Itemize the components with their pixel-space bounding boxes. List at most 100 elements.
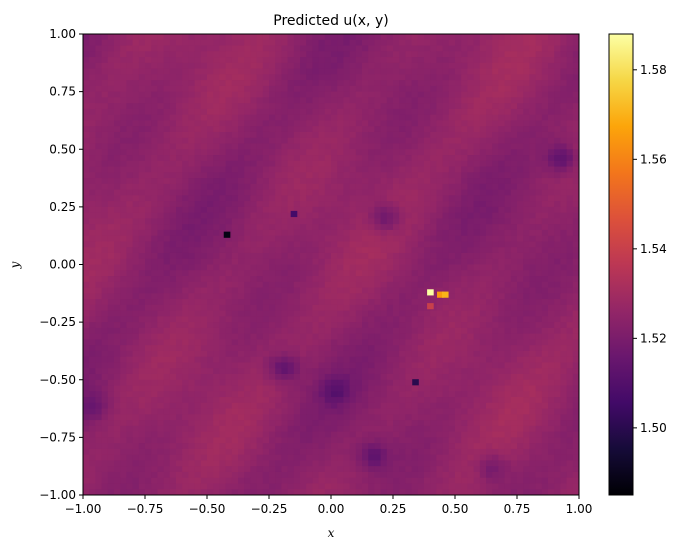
heatmap-cell: [479, 258, 487, 265]
heatmap-cell: [374, 137, 381, 144]
heatmap-cell: [163, 155, 171, 162]
heatmap-cell: [262, 316, 270, 323]
heatmap-cell: [343, 229, 350, 237]
heatmap-cell: [126, 252, 133, 260]
heatmap-cell: [473, 74, 481, 81]
heatmap-cell: [262, 120, 270, 127]
heatmap-cell: [529, 241, 536, 248]
heatmap-cell: [448, 183, 456, 190]
heatmap-cell: [442, 281, 450, 288]
heatmap-cell: [535, 160, 543, 167]
heatmap-cell: [386, 339, 394, 346]
heatmap-cell: [479, 114, 487, 121]
heatmap-cell: [529, 229, 536, 237]
heatmap-cell: [275, 235, 282, 242]
heatmap-cell: [157, 183, 164, 190]
heatmap-cell: [256, 333, 264, 340]
heatmap-cell: [244, 270, 251, 277]
heatmap-cell: [343, 356, 350, 363]
heatmap-cell: [331, 120, 338, 127]
heatmap-cell: [262, 229, 270, 237]
heatmap-cell: [331, 195, 338, 202]
heatmap-cell: [231, 287, 239, 294]
heatmap-cell: [256, 252, 264, 260]
heatmap-cell: [572, 252, 580, 260]
heatmap-cell: [300, 103, 307, 110]
heatmap-cell: [151, 57, 158, 64]
heatmap-cell: [523, 39, 530, 46]
heatmap-cell: [169, 287, 177, 294]
heatmap-cell: [207, 264, 214, 271]
heatmap-cell: [287, 264, 295, 271]
heatmap-cell: [293, 74, 301, 81]
heatmap-cell: [250, 276, 257, 283]
heatmap-cell: [399, 299, 406, 306]
heatmap-cell: [83, 391, 90, 398]
heatmap-cell: [554, 45, 561, 52]
heatmap-cell: [430, 316, 437, 323]
heatmap-cell: [517, 276, 524, 283]
heatmap-cell: [386, 51, 394, 58]
heatmap-cell: [231, 131, 239, 139]
heatmap-cell: [300, 172, 307, 179]
heatmap-cell: [510, 345, 518, 352]
heatmap-cell: [411, 166, 419, 173]
heatmap-cell: [411, 201, 419, 208]
heatmap-cell: [318, 247, 326, 254]
heatmap-cell: [194, 258, 202, 265]
heatmap-cell: [207, 362, 214, 369]
heatmap-cell: [510, 241, 518, 248]
heatmap-cell: [219, 218, 226, 225]
heatmap-cell: [287, 68, 295, 75]
heatmap-cell: [145, 391, 152, 398]
heatmap-cell: [275, 126, 282, 133]
heatmap-cell: [169, 270, 177, 277]
heatmap-cell: [132, 212, 140, 219]
heatmap-cell: [368, 62, 375, 69]
heatmap-cell: [169, 281, 177, 288]
heatmap-cell: [510, 126, 518, 133]
heatmap-cell: [244, 85, 251, 93]
heatmap-cell: [238, 373, 245, 381]
heatmap-cell: [393, 51, 400, 58]
heatmap-cell: [548, 57, 555, 64]
heatmap-cell: [194, 310, 202, 317]
heatmap-cell: [566, 276, 574, 283]
heatmap-cell: [455, 51, 462, 58]
heatmap-cell: [238, 368, 245, 375]
heatmap-cell: [318, 356, 326, 363]
heatmap-cell: [114, 373, 121, 381]
heatmap-cell: [225, 114, 233, 121]
heatmap-cell: [101, 379, 109, 386]
heatmap-cell: [256, 137, 264, 144]
heatmap-cell: [89, 316, 96, 323]
heatmap-cell: [256, 34, 264, 41]
heatmap-cell: [306, 131, 313, 139]
heatmap-cell: [566, 345, 574, 352]
heatmap-cell: [331, 235, 338, 242]
heatmap-cell: [424, 356, 431, 363]
heatmap-cell: [219, 39, 226, 46]
heatmap-cell: [479, 322, 487, 329]
heatmap-cell: [362, 68, 369, 75]
heatmap-cell: [479, 172, 487, 179]
heatmap-cell: [331, 264, 338, 271]
heatmap-cell: [368, 57, 375, 64]
heatmap-cell: [238, 327, 245, 335]
heatmap-cell: [300, 264, 307, 271]
heatmap-cell: [132, 80, 140, 87]
heatmap-cell: [262, 281, 270, 288]
heatmap-cell: [324, 212, 332, 219]
heatmap-cell: [238, 299, 245, 306]
heatmap-cell: [442, 229, 450, 237]
heatmap-cell: [176, 91, 183, 98]
heatmap-cell: [324, 252, 332, 260]
heatmap-cell: [324, 91, 332, 98]
heatmap-cell: [436, 149, 443, 156]
heatmap-cell: [145, 247, 152, 254]
heatmap-cell: [132, 155, 140, 162]
heatmap-cell: [560, 310, 567, 317]
heatmap-cell: [287, 270, 295, 277]
heatmap-cell: [225, 201, 233, 208]
heatmap-cell: [380, 252, 388, 260]
